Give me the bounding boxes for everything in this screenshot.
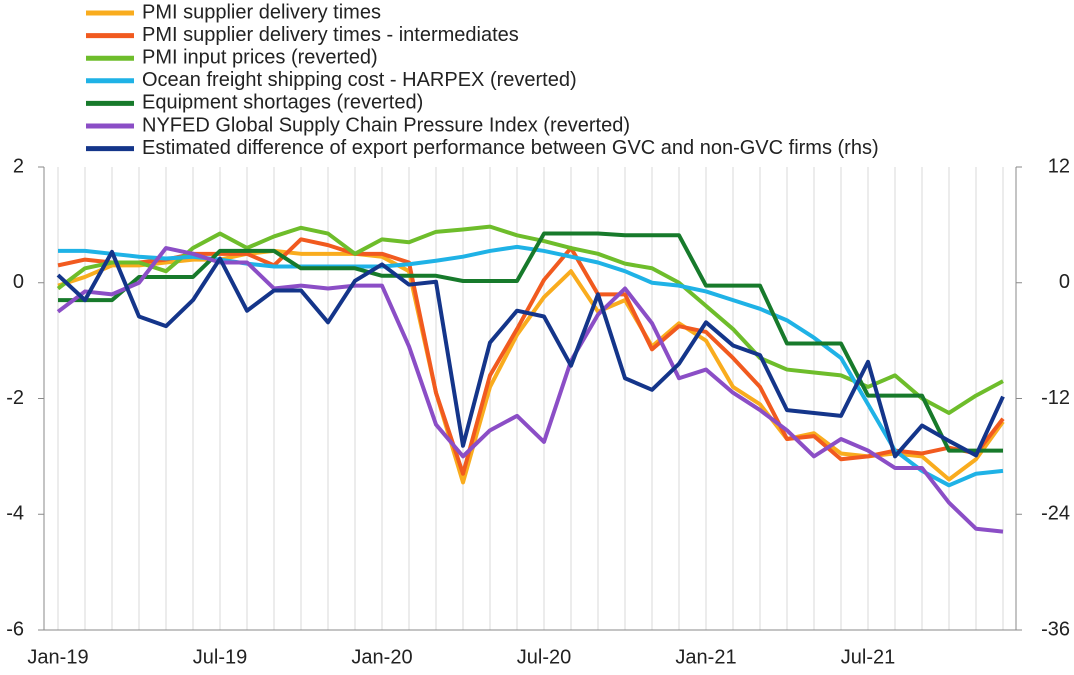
x-tick-label: Jul-19 (193, 646, 247, 668)
y-tick-label: -6 (6, 618, 24, 640)
series-line (58, 231, 1003, 453)
x-tick-label: Jan-20 (351, 646, 412, 668)
series-line (56, 249, 1005, 459)
series-line (56, 246, 1004, 534)
x-tick-label: Jul-21 (841, 646, 895, 668)
y-tick-label: -2 (6, 387, 24, 409)
legend-label: PMI input prices (reverted) (142, 46, 378, 68)
y2-tick-label: 0 (1059, 271, 1070, 293)
y-tick-label: 2 (13, 155, 24, 177)
legend-label: Ocean freight shipping cost - HARPEX (re… (142, 69, 577, 91)
x-tick-label: Jan-21 (675, 646, 736, 668)
legend-label: PMI supplier delivery times (142, 1, 381, 23)
legend-label: Estimated difference of export performan… (142, 137, 879, 159)
x-tick-label: Jul-20 (517, 646, 571, 668)
legend-label: NYFED Global Supply Chain Pressure Index… (142, 114, 630, 136)
y2-tick-label: 12 (1048, 155, 1070, 177)
y2-tick-label: -36 (1041, 618, 1070, 640)
y-tick-label: 0 (13, 271, 24, 293)
y-tick-label: -4 (6, 503, 24, 525)
series-line (56, 224, 1004, 415)
y2-tick-label: -24 (1041, 503, 1070, 525)
x-tick-label: Jan-19 (27, 646, 88, 668)
series-line (57, 237, 1005, 476)
y2-tick-label: -12 (1041, 387, 1070, 409)
legend-label: Equipment shortages (reverted) (142, 92, 423, 114)
legend-label: PMI supplier delivery times - intermedia… (142, 24, 519, 46)
